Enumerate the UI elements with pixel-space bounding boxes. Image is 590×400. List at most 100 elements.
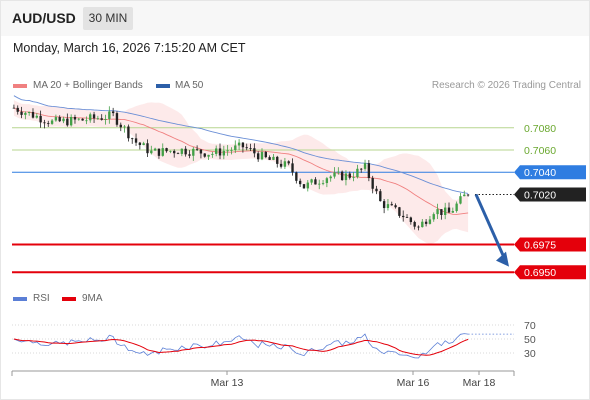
- rsi-ma-legend-swatch: [62, 297, 76, 301]
- candle: [241, 142, 245, 153]
- rsi-ma-line: [13, 338, 469, 356]
- candle-body: [39, 115, 42, 123]
- candle-body: [123, 126, 126, 128]
- candle-body: [318, 183, 321, 185]
- timestamp: Monday, March 16, 2026 7:15:20 AM CET: [13, 41, 246, 55]
- candle-body: [321, 183, 325, 184]
- candle-body: [173, 150, 176, 154]
- rsi-ma-legend-label: 9MA: [82, 293, 103, 304]
- candle-body: [184, 148, 187, 155]
- ma50-legend-swatch: [156, 84, 170, 88]
- candle: [436, 203, 439, 219]
- candle: [215, 145, 218, 157]
- candle-body: [276, 156, 279, 164]
- candle: [253, 143, 256, 158]
- candle-body: [58, 117, 61, 122]
- candle: [27, 111, 31, 116]
- candle-body: [451, 211, 455, 213]
- candle-body: [432, 214, 435, 220]
- candle: [382, 199, 386, 214]
- candle-body: [344, 173, 348, 181]
- ma50-legend-label: MA 50: [175, 80, 204, 91]
- candle: [62, 116, 65, 124]
- candle-body: [195, 148, 199, 150]
- candle: [188, 150, 191, 159]
- candle-body: [424, 221, 428, 224]
- timeframe-badge[interactable]: 30 MIN: [83, 7, 133, 30]
- candle-body: [272, 156, 275, 160]
- candle-body: [169, 150, 172, 152]
- candle-body: [73, 116, 77, 120]
- candle: [92, 111, 96, 124]
- candle: [165, 147, 168, 153]
- candle-body: [12, 107, 16, 109]
- candle: [211, 151, 214, 158]
- candle-body: [421, 221, 424, 228]
- ma20-legend-label: MA 20 + Bollinger Bands: [33, 80, 143, 91]
- candle: [24, 111, 27, 120]
- instrument-name: AUD/USD: [12, 10, 76, 26]
- candle-body: [199, 149, 203, 154]
- candle: [356, 164, 359, 179]
- candle-body: [146, 143, 149, 154]
- candle: [451, 207, 455, 213]
- candle-body: [428, 219, 432, 224]
- candle: [291, 158, 294, 176]
- candle-body: [16, 107, 19, 112]
- candle-body: [325, 178, 329, 184]
- candle: [268, 155, 271, 161]
- candle-body: [329, 176, 332, 179]
- candle-body: [398, 207, 401, 216]
- candle-body: [333, 172, 336, 177]
- candle-body: [211, 153, 214, 155]
- candle-body: [85, 120, 88, 122]
- candle-body: [165, 148, 168, 152]
- candle: [432, 212, 435, 222]
- candle: [405, 214, 409, 218]
- candle-body: [226, 150, 229, 152]
- candle-body: [207, 154, 210, 157]
- candle-body: [222, 150, 226, 156]
- candle: [363, 159, 367, 171]
- candle: [195, 145, 199, 151]
- candle-body: [180, 148, 184, 154]
- candle-body: [310, 179, 313, 183]
- candle-body: [306, 182, 309, 189]
- candle: [249, 143, 252, 152]
- candle-body: [31, 111, 35, 118]
- candle-body: [348, 173, 351, 178]
- candle-body: [302, 184, 306, 189]
- candle: [371, 175, 374, 194]
- candle: [375, 185, 378, 195]
- candle: [398, 206, 401, 218]
- level-tag-bg: [514, 165, 586, 180]
- candle-body: [66, 118, 69, 126]
- candle: [421, 218, 424, 228]
- candle-body: [363, 163, 367, 169]
- candle-body: [463, 194, 466, 197]
- candle: [173, 149, 176, 158]
- candle: [43, 119, 46, 129]
- candle-body: [69, 116, 73, 126]
- candle: [35, 113, 38, 119]
- candle: [337, 167, 340, 175]
- candle-body: [367, 163, 371, 179]
- ma20-legend-swatch: [13, 84, 27, 88]
- candle: [127, 124, 130, 142]
- candle-body: [249, 148, 252, 149]
- candle: [58, 115, 61, 123]
- candle: [119, 122, 122, 132]
- candle-body: [138, 142, 142, 146]
- rsi-tick-label: 70: [524, 320, 536, 332]
- candle: [333, 167, 336, 179]
- candle: [379, 189, 382, 202]
- candle: [108, 106, 111, 124]
- rsi-tick-label: 30: [524, 348, 536, 360]
- candle-body: [241, 142, 245, 148]
- candle-body: [62, 118, 65, 122]
- candle: [306, 180, 309, 192]
- candle: [222, 145, 226, 160]
- candle-body: [298, 180, 302, 185]
- rsi-legend-label: RSI: [33, 293, 50, 304]
